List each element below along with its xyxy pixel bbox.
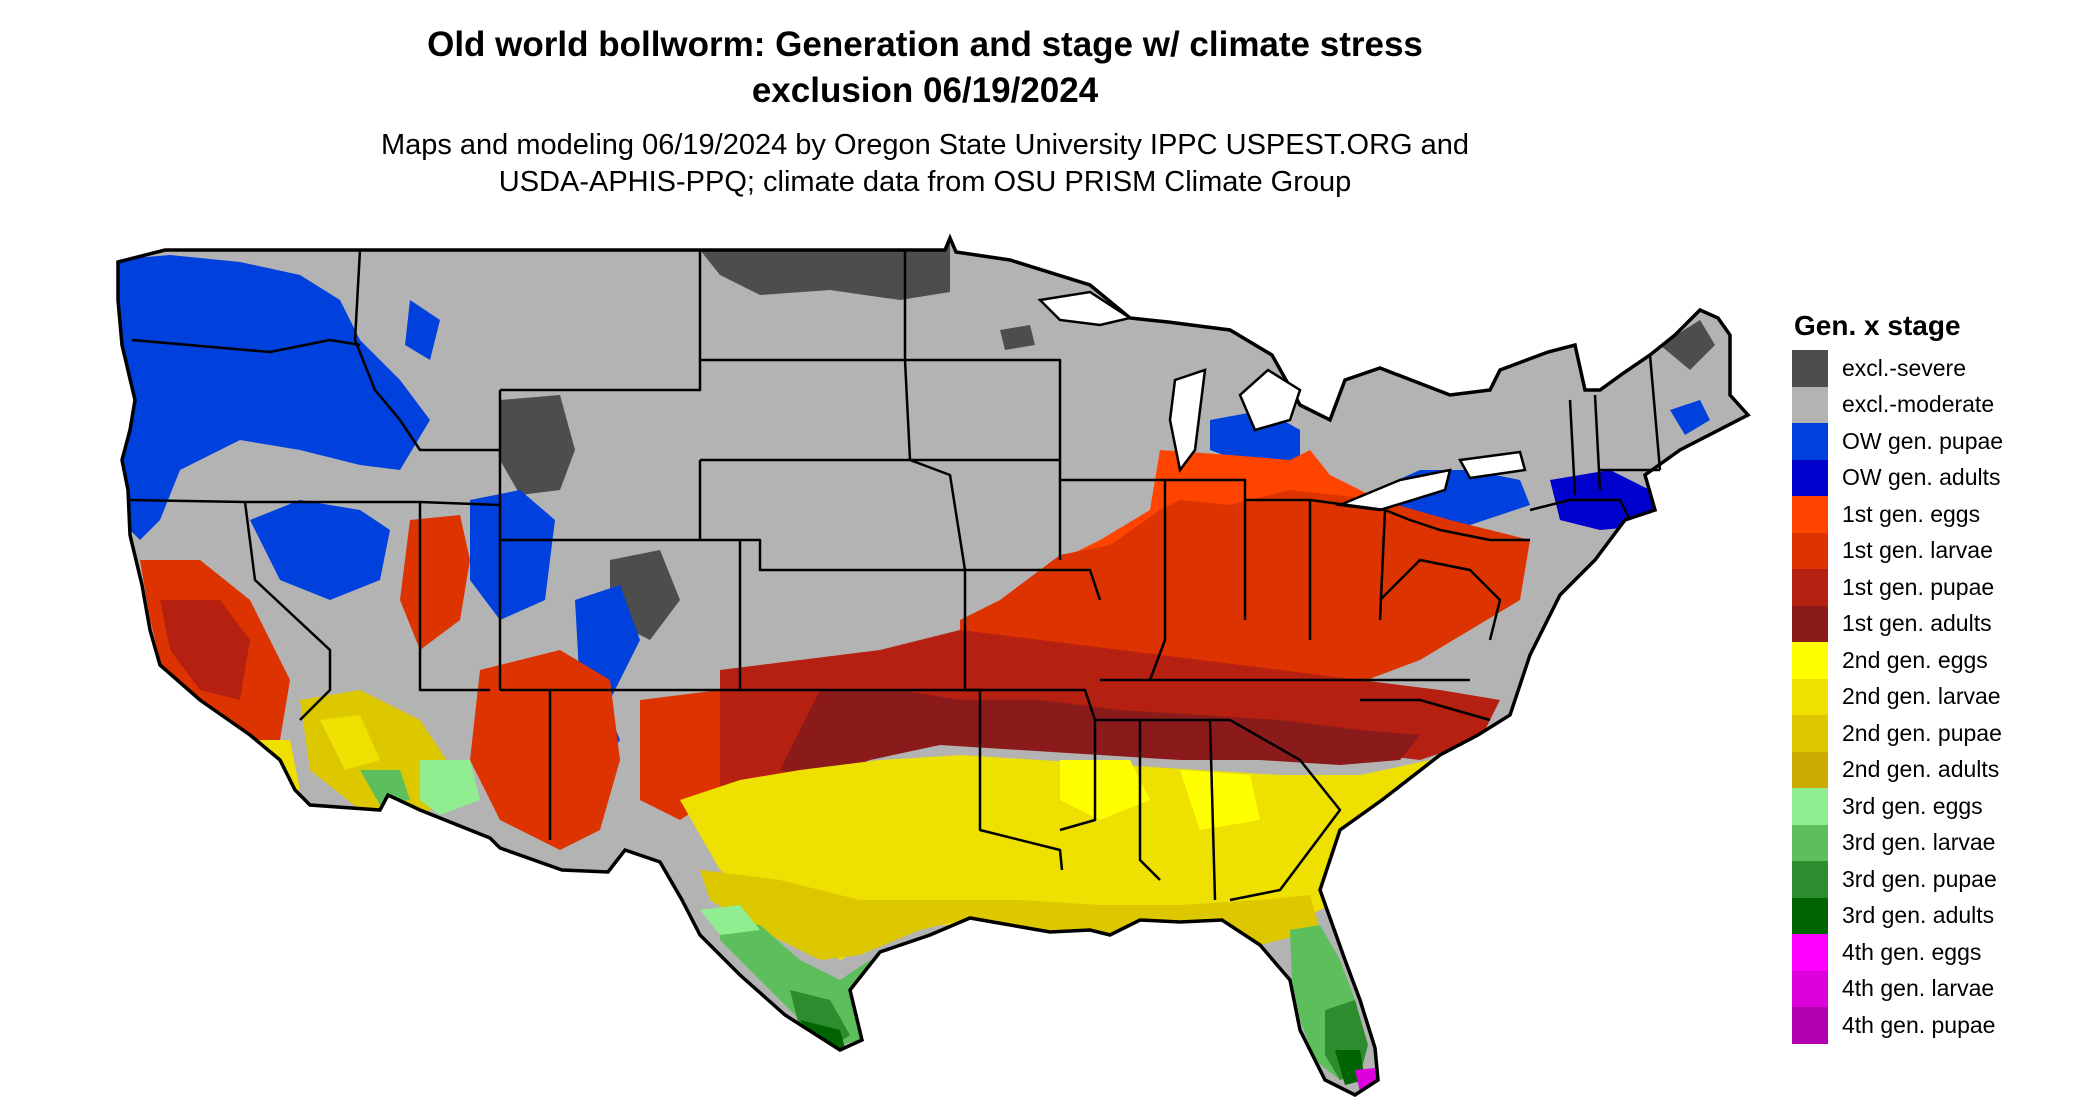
legend-label: OW gen. adults xyxy=(1842,464,2001,491)
legend-swatch xyxy=(1792,423,1828,460)
legend-swatch xyxy=(1792,1007,1828,1044)
legend-item: 4th gen. eggs xyxy=(1792,934,2092,971)
map-title-line2: exclusion 06/19/2024 xyxy=(751,71,1099,110)
legend-swatch xyxy=(1792,605,1828,642)
legend-label: 1st gen. larvae xyxy=(1842,537,1993,564)
legend-label: 2nd gen. larvae xyxy=(1842,683,2001,710)
legend-label: excl.-severe xyxy=(1842,354,1966,381)
legend-item: 4th gen. larvae xyxy=(1792,970,2092,1007)
map-subtitle-line2: USDA-APHIS-PPQ; climate data from OSU PR… xyxy=(498,166,1352,198)
legend-list: excl.-severe excl.-moderate OW gen. pupae O… xyxy=(1792,350,2092,1044)
legend-item: 2nd gen. larvae xyxy=(1792,678,2092,715)
state-borders xyxy=(129,249,1662,902)
legend-swatch xyxy=(1792,532,1828,569)
legend-item: 1st gen. adults xyxy=(1792,605,2092,642)
legend-swatch xyxy=(1792,459,1828,496)
legend-item: 2nd gen. pupae xyxy=(1792,715,2092,752)
map-fill-regions xyxy=(118,238,1748,1095)
legend-label: 1st gen. adults xyxy=(1842,610,1992,637)
legend-swatch xyxy=(1792,788,1828,825)
legend-swatch xyxy=(1792,970,1828,1007)
legend-swatch xyxy=(1792,386,1828,423)
legend-item: excl.-severe xyxy=(1792,350,2092,387)
legend-swatch xyxy=(1792,496,1828,533)
map-title: Old world bollworm: Generation and stage… xyxy=(250,22,1600,114)
legend-item: 2nd gen. eggs xyxy=(1792,642,2092,679)
legend-item: 4th gen. pupae xyxy=(1792,1007,2092,1044)
legend-label: 3rd gen. larvae xyxy=(1842,829,1996,856)
legend-label: 3rd gen. adults xyxy=(1842,902,1995,929)
legend-label: 4th gen. larvae xyxy=(1842,975,1995,1002)
legend-label: 2nd gen. adults xyxy=(1842,756,2000,783)
legend-title: Gen. x stage xyxy=(1794,310,1961,341)
legend-label: 2nd gen. pupae xyxy=(1842,719,2002,746)
map-subtitle: Maps and modeling 06/19/2024 by Oregon S… xyxy=(250,127,1600,201)
legend-swatch xyxy=(1792,569,1828,606)
great-lakes xyxy=(1037,290,1527,512)
legend-swatch xyxy=(1792,897,1828,934)
legend-item: OW gen. pupae xyxy=(1792,423,2092,460)
legend-label: 1st gen. pupae xyxy=(1842,573,1995,600)
legend-label: 3rd gen. pupae xyxy=(1842,865,1997,892)
legend-swatch xyxy=(1792,715,1828,752)
legend-item: 2nd gen. adults xyxy=(1792,751,2092,788)
legend-label: excl.-moderate xyxy=(1842,391,1995,418)
legend-item: 1st gen. pupae xyxy=(1792,569,2092,606)
legend-swatch xyxy=(1792,861,1828,898)
map-title-line1: Old world bollworm: Generation and stage… xyxy=(427,25,1423,64)
legend-swatch xyxy=(1792,934,1828,971)
legend-item: 3rd gen. larvae xyxy=(1792,824,2092,861)
legend-label: 4th gen. eggs xyxy=(1842,938,1982,965)
legend-swatch xyxy=(1792,350,1828,387)
legend-item: 1st gen. larvae xyxy=(1792,532,2092,569)
map-subtitle-line1: Maps and modeling 06/19/2024 by Oregon S… xyxy=(380,129,1470,161)
legend-item: excl.-moderate xyxy=(1792,386,2092,423)
legend-swatch xyxy=(1792,642,1828,679)
legend-item: 3rd gen. adults xyxy=(1792,897,2092,934)
legend-swatch xyxy=(1792,824,1828,861)
legend-item: 1st gen. eggs xyxy=(1792,496,2092,533)
legend-item: OW gen. adults xyxy=(1792,459,2092,496)
legend-item: 3rd gen. eggs xyxy=(1792,788,2092,825)
legend-swatch xyxy=(1792,678,1828,715)
legend-label: 4th gen. pupae xyxy=(1842,1011,1996,1038)
legend: Gen. x stage excl.-severe excl.-moderate O… xyxy=(1792,306,2092,1044)
legend-label: 2nd gen. eggs xyxy=(1842,646,1988,673)
legend-swatch xyxy=(1792,751,1828,788)
legend-label: 3rd gen. eggs xyxy=(1842,792,1983,819)
legend-label: OW gen. pupae xyxy=(1842,427,2004,454)
legend-item: 3rd gen. pupae xyxy=(1792,861,2092,898)
legend-label: 1st gen. eggs xyxy=(1842,500,1981,527)
